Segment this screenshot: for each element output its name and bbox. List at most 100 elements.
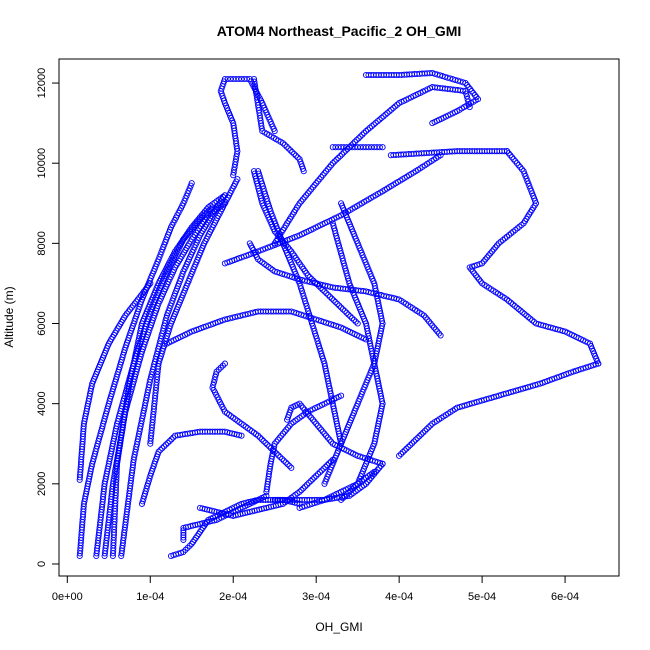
y-tick-label: 10000 <box>36 148 48 179</box>
data-point <box>274 436 282 443</box>
data-point <box>286 462 293 470</box>
data-point <box>323 432 330 439</box>
data-point <box>161 443 168 450</box>
chart-title: ATOM4 Northeast_Pacific_2 OH_GMI <box>217 23 462 39</box>
data-point <box>279 140 287 147</box>
data-point <box>313 472 320 479</box>
data-point <box>307 478 314 485</box>
data-point <box>377 459 384 467</box>
data-point <box>519 309 526 316</box>
data-point <box>396 452 403 459</box>
data-point <box>319 172 326 179</box>
x-axis-label: OH_GMI <box>315 620 362 634</box>
data-point <box>283 426 290 433</box>
data-point <box>289 149 296 156</box>
data-points <box>76 69 602 560</box>
data-point <box>311 474 318 481</box>
data-point <box>512 158 519 165</box>
data-point <box>405 443 412 450</box>
data-point <box>182 546 189 553</box>
data-point <box>326 460 333 467</box>
data-point <box>316 176 323 183</box>
data-point <box>410 438 417 445</box>
data-point <box>422 314 429 321</box>
data-point <box>376 116 383 123</box>
data-point <box>323 290 330 297</box>
data-point <box>308 414 315 421</box>
data-point <box>314 178 321 185</box>
data-point <box>327 458 334 465</box>
data-point <box>384 109 391 117</box>
data-point <box>425 318 433 325</box>
data-point <box>217 364 224 371</box>
x-tick-label: 6e-04 <box>551 591 579 603</box>
data-point <box>378 114 385 121</box>
data-point <box>508 230 515 237</box>
data-point <box>311 418 318 425</box>
data-point <box>394 101 401 108</box>
data-point <box>159 445 166 452</box>
y-tick-label: 12000 <box>36 68 48 99</box>
data-point <box>284 461 291 468</box>
data-point <box>434 328 441 335</box>
data-point <box>279 430 287 437</box>
data-point <box>180 548 187 556</box>
data-point <box>314 470 322 478</box>
x-tick-label: 1e-04 <box>136 591 164 603</box>
x-tick-label: 4e-04 <box>385 591 413 603</box>
data-point <box>386 108 393 115</box>
data-point <box>267 445 275 452</box>
data-point <box>330 297 337 304</box>
data-point <box>300 485 307 492</box>
data-point <box>377 462 384 469</box>
data-point <box>429 322 436 329</box>
data-point <box>280 457 287 464</box>
y-tick-label: 0 <box>36 561 48 567</box>
data-point <box>258 125 265 132</box>
data-point <box>320 465 327 472</box>
data-point <box>507 152 514 159</box>
data-point <box>353 136 360 144</box>
data-point <box>354 320 361 327</box>
x-tick-label: 0e+00 <box>52 591 83 603</box>
data-point <box>372 468 379 475</box>
data-point <box>352 318 359 325</box>
data-point <box>359 131 366 138</box>
data-point <box>324 166 331 173</box>
data-point <box>332 299 339 306</box>
x-tick-label: 2e-04 <box>219 591 247 603</box>
x-axis: 0e+00 1e-04 2e-04 3e-04 4e-04 5e-04 6e-04 <box>52 575 579 603</box>
data-point <box>390 104 397 112</box>
data-point <box>264 441 271 448</box>
data-point <box>480 258 487 265</box>
data-point <box>296 500 303 507</box>
data-point <box>379 144 386 151</box>
data-point <box>303 408 310 415</box>
data-point <box>316 424 323 431</box>
data-point <box>338 392 345 399</box>
data-point <box>392 103 399 110</box>
data-point <box>421 427 429 434</box>
data-point <box>501 235 508 242</box>
data-point <box>374 118 381 125</box>
data-point <box>318 467 325 474</box>
data-point <box>399 449 406 456</box>
data-point <box>347 313 354 320</box>
data-point <box>287 147 294 154</box>
data-point <box>277 454 284 461</box>
data-point <box>382 111 389 118</box>
x-tick-label: 5e-04 <box>468 591 496 603</box>
data-point <box>366 124 373 131</box>
data-point <box>306 188 313 195</box>
data-point <box>155 448 162 455</box>
data-point <box>341 307 348 315</box>
y-tick-label: 6000 <box>36 311 48 335</box>
data-point <box>429 120 436 127</box>
data-point <box>269 446 276 454</box>
data-point <box>343 309 350 316</box>
data-point <box>338 304 345 311</box>
data-point <box>221 360 228 367</box>
data-point <box>525 314 532 321</box>
data-point <box>201 208 209 215</box>
